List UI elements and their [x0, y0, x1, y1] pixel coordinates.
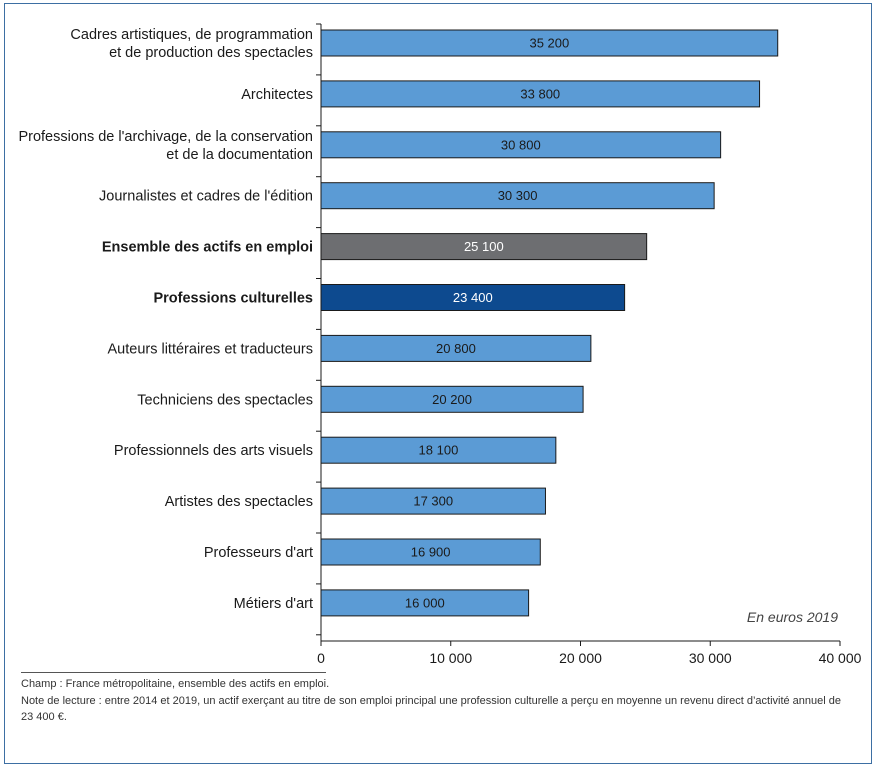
category-label: Ensemble des actifs en emploi: [102, 240, 313, 256]
bar: [320, 131, 722, 159]
x-tick-label: 40 000: [819, 650, 862, 666]
data-label: 30 800: [501, 137, 541, 152]
category-label: Journalistes et cadres de l'édition: [99, 189, 313, 205]
footnote-champ: Champ : France métropolitaine, ensemble …: [21, 678, 330, 690]
x-tick-label: 0: [317, 650, 325, 666]
data-label: 16 900: [411, 545, 451, 560]
category-label: Professions culturelles: [153, 291, 313, 307]
footnote-divider: [21, 672, 326, 673]
bars-layer: 35 200 33 800 30 800 30 300 25 100 23 400 20 8…: [320, 29, 779, 617]
data-label: 30 300: [498, 188, 538, 203]
category-label: et de la documentation: [166, 147, 313, 163]
bar: [320, 436, 557, 464]
footnote-reading-note: Note de lecture : entre 2014 et 2019, un…: [21, 694, 842, 724]
category-label: Professeurs d'art: [204, 545, 313, 561]
footnotes: Champ : France métropolitaine, ensemble …: [21, 676, 841, 726]
category-labels: Cadres artistiques, de programmation et d…: [18, 27, 313, 612]
data-label: 20 800: [436, 341, 476, 356]
x-tick-label: 20 000: [559, 650, 602, 666]
bar-chart: 35 200 33 800 30 800 30 300 25 100 23 400 20 8…: [18, 23, 862, 666]
bar: [320, 29, 779, 57]
category-label: Cadres artistiques, de programmation: [70, 27, 313, 43]
data-label: 25 100: [464, 239, 504, 254]
figure-frame: [4, 3, 872, 764]
category-label: Professionnels des arts visuels: [114, 443, 313, 459]
unit-note: En euros 2019: [747, 609, 838, 625]
x-tick-label: 30 000: [689, 650, 732, 666]
bar: [320, 80, 761, 108]
bar: [320, 589, 530, 617]
category-label: Artistes des spectacles: [165, 494, 313, 510]
category-label: Professions de l'archivage, de la conser…: [18, 129, 313, 145]
category-label: Architectes: [241, 87, 313, 103]
data-label: 35 200: [529, 36, 569, 51]
bar: [320, 182, 715, 210]
category-label: Techniciens des spectacles: [137, 392, 313, 408]
category-label: et de production des spectacles: [109, 45, 313, 61]
data-label: 17 300: [413, 494, 453, 509]
x-tick-label: 10 000: [429, 650, 472, 666]
category-label: Métiers d'art: [234, 596, 313, 612]
data-label: 23 400: [453, 290, 493, 305]
bar: [320, 284, 626, 311]
category-label: Auteurs littéraires et traducteurs: [107, 341, 313, 357]
data-label: 33 800: [520, 86, 560, 101]
data-label: 16 000: [405, 595, 445, 610]
bar: [320, 487, 546, 515]
bar: [320, 538, 541, 566]
data-label: 20 200: [432, 392, 472, 407]
x-axis: 0 10 000 20 000 30 000 40 000: [316, 23, 862, 666]
data-label: 18 100: [419, 443, 459, 458]
